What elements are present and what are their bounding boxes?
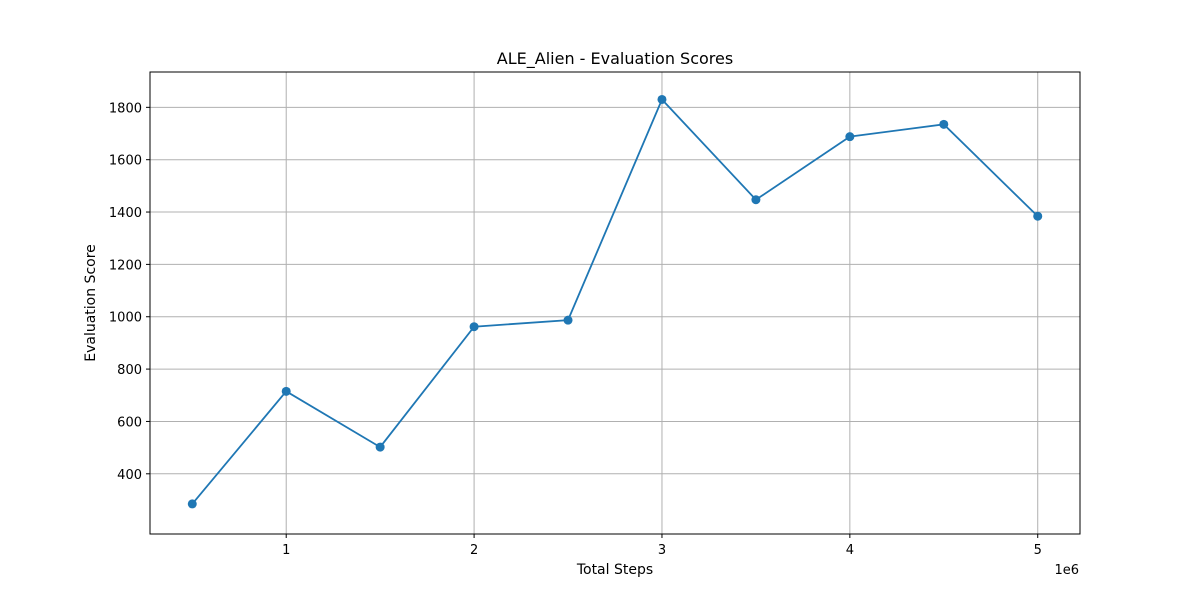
y-tick-label: 1400: [109, 206, 142, 221]
plot-area-frame: [149, 71, 1081, 535]
data-point: [281, 386, 291, 396]
data-point: [751, 195, 761, 205]
tick-layer: 1 2 3 4 5 400 600 800 1000 1200 1400 1600 1800: [109, 101, 1042, 558]
grid-layer: [150, 72, 1080, 534]
y-tick-label: 800: [117, 363, 142, 378]
x-axis-offset-text: 1e6: [1054, 563, 1079, 578]
x-axis-label: Total Steps: [576, 562, 653, 578]
x-tick-label: 2: [470, 543, 478, 558]
x-tick-label: 3: [658, 543, 666, 558]
series-line: [191, 97, 1039, 505]
data-point: [1033, 211, 1043, 221]
y-tick-label: 1200: [109, 258, 142, 273]
y-tick-label: 1000: [109, 311, 142, 326]
data-point: [469, 322, 479, 332]
x-tick-label: 4: [846, 543, 854, 558]
data-point: [563, 315, 573, 325]
y-axis-label: Evaluation Score: [83, 244, 99, 362]
y-tick-label: 600: [117, 415, 142, 430]
y-tick-label: 1800: [109, 101, 142, 116]
y-tick-label: 400: [117, 468, 142, 483]
y-tick-label: 1600: [109, 154, 142, 169]
x-tick-label: 5: [1034, 543, 1042, 558]
x-tick-label: 1: [282, 543, 290, 558]
data-point: [375, 442, 385, 452]
chart-title: ALE_Alien - Evaluation Scores: [497, 49, 733, 69]
data-point: [939, 119, 949, 129]
data-point: [657, 94, 667, 104]
data-point: [845, 132, 855, 142]
series-layer: [187, 94, 1043, 509]
data-point: [187, 499, 197, 509]
